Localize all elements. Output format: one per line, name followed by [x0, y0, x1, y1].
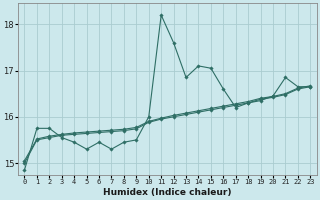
X-axis label: Humidex (Indice chaleur): Humidex (Indice chaleur)	[103, 188, 232, 197]
